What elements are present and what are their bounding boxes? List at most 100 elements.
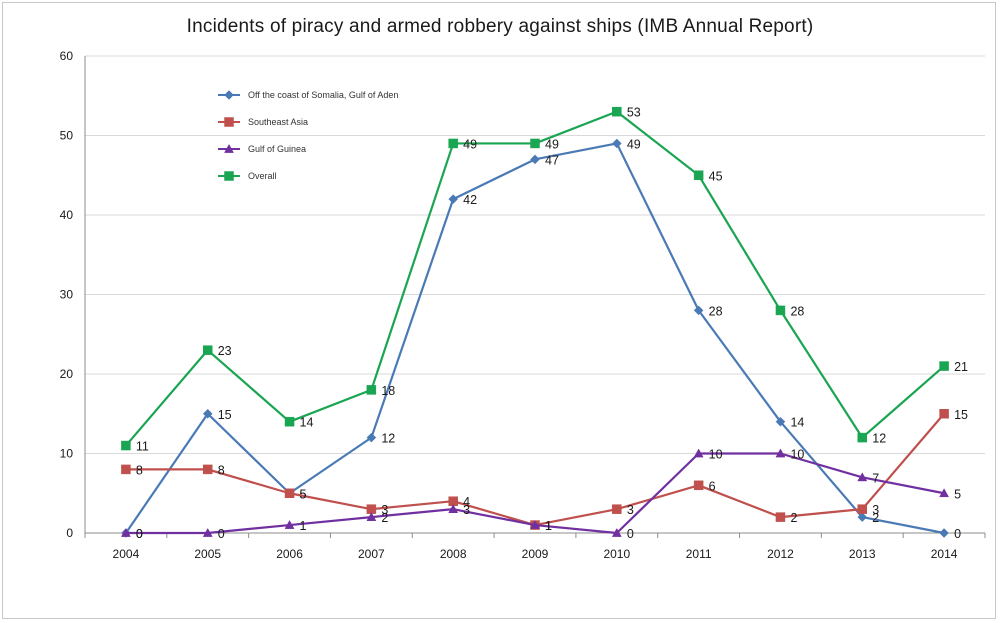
data-label: 3 [381, 503, 388, 517]
data-label: 14 [300, 416, 314, 430]
data-label: 4 [463, 495, 470, 509]
data-point [121, 464, 131, 475]
data-label: 49 [627, 137, 641, 151]
data-point [121, 440, 131, 451]
data-label: 28 [790, 304, 804, 318]
y-tick-label: 60 [60, 49, 74, 63]
data-point [775, 448, 786, 458]
data-point [366, 385, 377, 395]
data-point [448, 504, 459, 513]
legend-swatch-marker [224, 143, 234, 153]
x-tick-label: 2007 [358, 547, 385, 561]
data-point [857, 432, 868, 443]
data-point [284, 520, 295, 529]
data-label: 42 [463, 193, 477, 207]
data-point [284, 416, 295, 427]
data-label: 3 [872, 503, 879, 517]
data-label: 5 [300, 487, 307, 501]
data-point [939, 488, 950, 498]
data-point [202, 408, 213, 419]
data-label: 23 [218, 344, 232, 358]
data-label: 0 [136, 527, 143, 541]
data-point [693, 170, 704, 180]
data-point [775, 512, 786, 522]
legend-swatch-marker [224, 90, 234, 100]
legend-swatch-marker [224, 117, 234, 127]
data-label: 0 [218, 527, 225, 541]
series-line-0 [125, 142, 945, 535]
x-tick-label: 2010 [603, 547, 630, 561]
data-label: 14 [790, 416, 804, 430]
data-point [693, 480, 704, 491]
data-label: 49 [545, 137, 559, 151]
data-point [448, 194, 459, 204]
gridlines [85, 55, 985, 454]
chart-title: Incidents of piracy and armed robbery ag… [186, 16, 814, 37]
data-label: 28 [709, 304, 723, 318]
data-label: 15 [954, 408, 968, 422]
x-tick-label: 2011 [686, 547, 712, 561]
data-point [611, 138, 622, 149]
data-label: 0 [136, 527, 143, 541]
legend-entry: Gulf of Guinea [248, 144, 306, 154]
data-label: 21 [954, 360, 968, 374]
data-point [612, 106, 622, 117]
data-point [202, 527, 213, 537]
x-tick-label: 2004 [113, 547, 140, 561]
data-label: 3 [627, 503, 634, 517]
data-label: 2 [381, 511, 388, 525]
series-layer [120, 106, 950, 538]
data-label: 2 [790, 511, 797, 525]
y-tick-label: 50 [60, 129, 74, 143]
data-point [693, 448, 704, 458]
legend-entry: Southeast Asia [248, 117, 308, 127]
data-label: 1 [545, 519, 552, 533]
data-point [366, 432, 377, 443]
data-label: 49 [463, 137, 477, 151]
y-tick-label: 10 [60, 447, 74, 461]
x-tick-label: 2005 [194, 547, 221, 561]
data-point [530, 154, 540, 165]
legend-entry: Off the coast of Somalia, Gulf of Aden [248, 90, 398, 100]
legend-entry: Overall [248, 171, 277, 181]
data-point [448, 138, 458, 149]
data-label: 8 [136, 463, 143, 477]
data-label: 18 [381, 384, 395, 398]
data-label: 53 [627, 106, 641, 120]
data-label: 45 [709, 169, 723, 183]
legend-swatch-marker [224, 171, 234, 181]
data-point [939, 528, 949, 538]
data-point [202, 464, 213, 475]
data-label: 12 [381, 432, 395, 446]
data-label: 12 [872, 432, 886, 446]
data-label: 6 [709, 479, 716, 493]
y-tick-label: 40 [60, 208, 74, 222]
y-tick-label: 20 [60, 367, 74, 381]
data-point [611, 527, 622, 537]
legend: Off the coast of Somalia, Gulf of Aden So… [218, 90, 398, 181]
y-tick-label: 30 [60, 288, 74, 302]
data-label: 11 [136, 440, 149, 454]
x-tick-label: 2012 [767, 547, 794, 561]
data-point [857, 504, 868, 514]
y-tick-label: 0 [66, 526, 73, 540]
data-label: 8 [218, 463, 225, 477]
data-point [120, 527, 131, 537]
data-point [939, 361, 949, 371]
data-label: 15 [218, 408, 232, 422]
data-point [366, 512, 377, 521]
data-label: 0 [954, 527, 961, 541]
data-label: 1 [300, 519, 307, 533]
x-tick-label: 2013 [849, 547, 876, 561]
data-point [284, 488, 295, 498]
data-label: 5 [954, 487, 961, 501]
x-tick-label: 2014 [931, 547, 958, 561]
x-tick-label: 2006 [276, 547, 303, 561]
data-point [939, 409, 949, 419]
data-label: 47 [545, 153, 559, 167]
data-label: 10 [790, 448, 804, 462]
